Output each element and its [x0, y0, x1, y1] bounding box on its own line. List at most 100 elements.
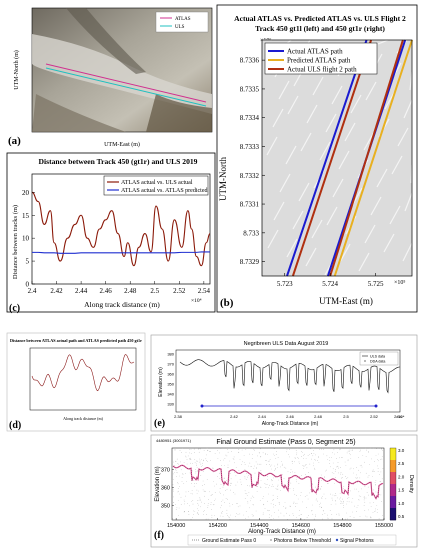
ground-title: Final Ground Estimate (Pass 0, Segment 2…	[216, 439, 355, 446]
photon-noise-dot	[243, 514, 244, 516]
photon-noise-dot	[309, 454, 310, 455]
photon-noise-dot	[176, 507, 178, 509]
photon-noise-dot	[281, 464, 283, 466]
photon-noise-dot	[230, 478, 232, 480]
photon-noise-dot	[330, 504, 332, 505]
photon-noise-dot	[191, 501, 192, 502]
photon-noise-dot	[276, 489, 278, 490]
photon-noise-dot	[345, 518, 346, 520]
photon-noise-dot	[375, 480, 377, 481]
paths-title: Actual ATLAS vs. Predicted ATLAS vs. ULS…	[234, 14, 406, 23]
photon-noise-dot	[312, 504, 313, 506]
photon-noise-dot	[353, 517, 355, 518]
photon-noise-dot	[197, 471, 199, 472]
photon-noise-dot	[227, 498, 228, 500]
uls-chart: Negribreen ULS Data August 2019 380 370 36…	[150, 334, 418, 432]
photon-noise-dot	[241, 464, 242, 465]
paths-texture	[403, 99, 413, 119]
photon-noise-dot	[193, 510, 194, 512]
colorbar-segment	[390, 472, 396, 485]
photon-noise-dot	[214, 515, 215, 516]
photon-noise-dot	[299, 510, 300, 511]
photon-noise-dot	[335, 503, 337, 505]
photon-noise-dot	[324, 513, 326, 514]
photon-noise-dot	[192, 500, 194, 501]
photon-noise-dot	[179, 450, 181, 451]
photon-noise-dot	[244, 490, 246, 492]
photon-noise-dot	[205, 518, 207, 520]
photon-noise-dot	[379, 481, 381, 482]
uls-elevation-line	[179, 359, 400, 394]
photon-noise-dot	[260, 487, 262, 488]
photon-noise-dot	[346, 503, 347, 505]
photon-noise-dot	[217, 458, 219, 459]
photon-noise-dot	[299, 463, 300, 464]
photon-noise-dot	[199, 462, 201, 463]
photon-noise-dot	[320, 502, 321, 504]
photon-noise-dot	[333, 473, 335, 474]
photon-noise-dot	[367, 486, 369, 488]
photon-noise-dot	[206, 454, 207, 456]
uls-legend-swatch	[364, 360, 366, 362]
photon-noise-dot	[229, 479, 230, 481]
panel-c-letter: (c)	[9, 303, 20, 314]
photon-noise-dot	[267, 460, 269, 462]
predicted-xlabel: Along track distance (m)	[63, 416, 104, 421]
distance-legend: ATLAS actual vs. ULS actual ATLAS actual …	[103, 175, 209, 196]
panel-e-uls: Negribreen ULS Data August 2019 380 370 36…	[150, 334, 418, 432]
paths-y-tick-label: 8.7332	[240, 172, 260, 180]
photon-noise-dot	[366, 516, 368, 518]
photon-noise-dot	[219, 452, 220, 454]
colorbar-label: Density	[408, 475, 414, 494]
photon-noise-dot	[192, 517, 193, 518]
photon-noise-dot	[298, 461, 300, 463]
photon-noise-dot	[228, 467, 229, 468]
photon-noise-dot	[226, 509, 228, 511]
photon-noise-dot	[296, 454, 297, 456]
paths-texture	[306, 104, 318, 124]
photon-noise-dot	[262, 514, 264, 515]
photon-noise-dot	[244, 464, 246, 465]
photon-noise-dot	[174, 449, 176, 451]
photon-noise-dot	[204, 503, 205, 504]
photon-noise-dot	[225, 498, 227, 499]
photon-noise-dot	[286, 451, 287, 453]
photon-noise-dot	[250, 466, 252, 467]
photon-noise-dot	[331, 518, 333, 520]
photon-noise-dot	[212, 467, 213, 469]
photon-noise-dot	[374, 482, 376, 483]
photon-noise-dot	[201, 459, 202, 461]
photon-noise-dot	[214, 500, 215, 501]
photon-noise-dot	[332, 468, 334, 470]
photon-noise-dot	[296, 481, 297, 483]
photon-noise-dot	[290, 506, 291, 507]
photon-noise-dot	[305, 474, 306, 475]
photon-noise-dot	[187, 455, 189, 457]
distance-chart: Distance between Track 450 (gt1r) and UL…	[6, 152, 216, 314]
photon-noise-dot	[213, 504, 215, 505]
photon-noise-dot	[322, 510, 324, 512]
photon-noise-dot	[265, 487, 267, 488]
photon-noise-dot	[222, 499, 224, 501]
photon-noise-dot	[330, 466, 331, 468]
photon-noise-dot	[177, 482, 178, 483]
paths-texture	[377, 39, 389, 45]
photon-noise-dot	[357, 477, 358, 478]
photon-noise-dot	[269, 514, 270, 516]
photon-noise-dot	[197, 503, 199, 504]
photon-noise-dot	[217, 450, 218, 451]
uls-x-exponent: ×10⁴	[396, 414, 405, 419]
photon-noise-dot	[178, 463, 179, 465]
colorbar-tick-label: 2.0	[398, 474, 405, 479]
photon-noise-dot	[219, 515, 221, 517]
distance-legend-label: ATLAS actual vs. ATLAS predicted	[121, 188, 207, 194]
photon-noise-dot	[312, 513, 314, 515]
photon-noise-dot	[227, 464, 229, 466]
photon-noise-dot	[375, 510, 376, 512]
photon-noise-dot	[177, 491, 179, 493]
photon-noise-dot	[209, 491, 210, 493]
photon-noise-dot	[180, 504, 182, 505]
photon-noise-dot	[254, 450, 255, 451]
photon-noise-dot	[365, 456, 367, 457]
photon-noise-dot	[346, 452, 348, 454]
